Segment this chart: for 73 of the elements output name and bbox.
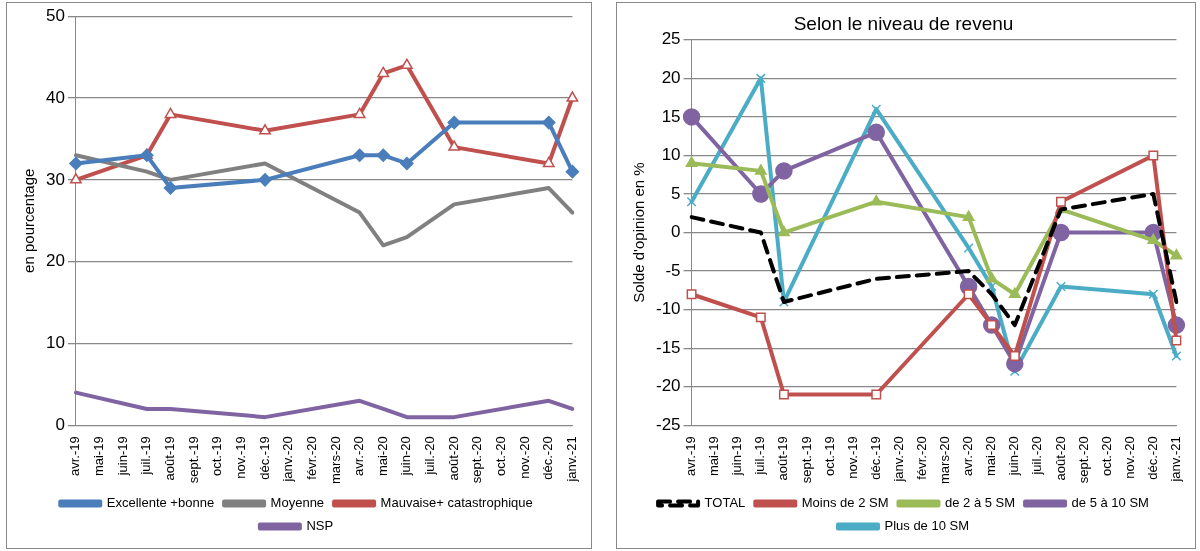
x-tick-label: oct.-19 [209,436,225,477]
x-tick-label: sept.-19 [798,436,814,484]
x-tick-label: nov.-19 [844,436,860,479]
x-tick-label: nov.-20 [516,436,532,479]
x-tick-label: janv.-20 [890,436,906,483]
y-tick-label: 15 [661,106,681,126]
x-tick-label: mai-19 [91,436,107,477]
x-tick-label: juil.-19 [752,436,768,476]
x-tick-label: mai-20 [374,436,390,477]
y-tick-label: 50 [45,5,65,25]
x-tick-label: juil.-20 [1029,436,1045,476]
legend-label: Moyenne [270,495,325,511]
legend-label: Plus de 10 SM [884,518,970,534]
y-tick-label: 0 [55,415,65,435]
x-tick-label: juin-20 [1006,436,1022,477]
y-tick-label: 10 [45,333,65,353]
x-tick-label: août-20 [445,436,461,481]
x-tick-label: juin-19 [114,436,130,477]
x-tick-label: août-20 [1052,436,1068,481]
legend-label: TOTAL [704,495,746,511]
y-axis-title: en pourcentage [20,168,38,273]
legend-label: Mauvaise+ catastrophique [380,495,533,511]
x-tick-label: janv.-21 [1167,436,1183,483]
x-tick-label: avr.-20 [351,436,367,477]
x-tick-label: nov.-20 [1121,436,1137,479]
x-tick-label: déc.-20 [540,436,556,480]
x-tick-label: sept.-20 [1075,436,1091,484]
y-tick-label: 20 [661,68,681,88]
legend-label: NSP [306,518,334,534]
y-tick-label: 5 [671,183,681,203]
x-tick-label: sept.-19 [185,436,201,484]
x-tick-label: mai-19 [706,436,722,477]
y-tick-label: 10 [661,145,681,165]
x-tick-label: janv.-20 [280,436,296,483]
x-tick-label: août-19 [775,436,791,481]
y-tick-label: 25 [661,29,681,49]
x-tick-label: mars-20 [937,436,953,485]
x-tick-label: avr.-19 [683,436,699,477]
y-tick-label: 30 [45,169,65,189]
x-tick-label: mars-20 [327,436,343,485]
x-tick-label: févr.-20 [303,436,319,480]
x-tick-label: avr.-19 [67,436,83,477]
x-tick-label: févr.-20 [914,436,930,480]
y-tick-label: 20 [45,251,65,271]
y-tick-label: -10 [655,299,681,319]
x-tick-label: juin-19 [729,436,745,477]
x-tick-label: juin-20 [398,436,414,477]
x-tick-label: oct.-19 [821,436,837,477]
x-tick-label: juil.-20 [422,436,438,476]
y-axis-title: Solde d'opinion en % [630,162,648,303]
legend-label: de 5 à 10 SM [1071,495,1149,511]
x-tick-label: juil.-19 [138,436,154,476]
y-tick-label: -5 [665,260,681,280]
x-tick-label: août-19 [162,436,178,481]
x-tick-label: avr.-20 [960,436,976,477]
x-tick-label: mai-20 [983,436,999,477]
chart-title: Selon le niveau de revenu [793,12,1014,34]
x-tick-label: déc.-19 [256,436,272,480]
x-tick-label: oct.-20 [493,436,509,477]
legend-label: Moins de 2 SM [801,495,889,511]
y-tick-label: -20 [655,376,681,396]
y-tick-label: -25 [655,415,681,435]
x-tick-label: déc.-19 [867,436,883,480]
x-tick-label: nov.-19 [232,436,248,479]
y-tick-label: -15 [655,337,681,357]
x-tick-label: oct.-20 [1098,436,1114,477]
y-tick-label: 40 [45,87,65,107]
y-tick-label: 0 [671,222,681,242]
x-tick-label: sept.-20 [469,436,485,484]
x-tick-label: déc.-20 [1144,436,1160,480]
x-tick-label: janv.-21 [563,436,579,483]
legend-label: de 2 à 5 SM [944,495,1016,511]
legend-label: Excellente +bonne [106,495,215,511]
